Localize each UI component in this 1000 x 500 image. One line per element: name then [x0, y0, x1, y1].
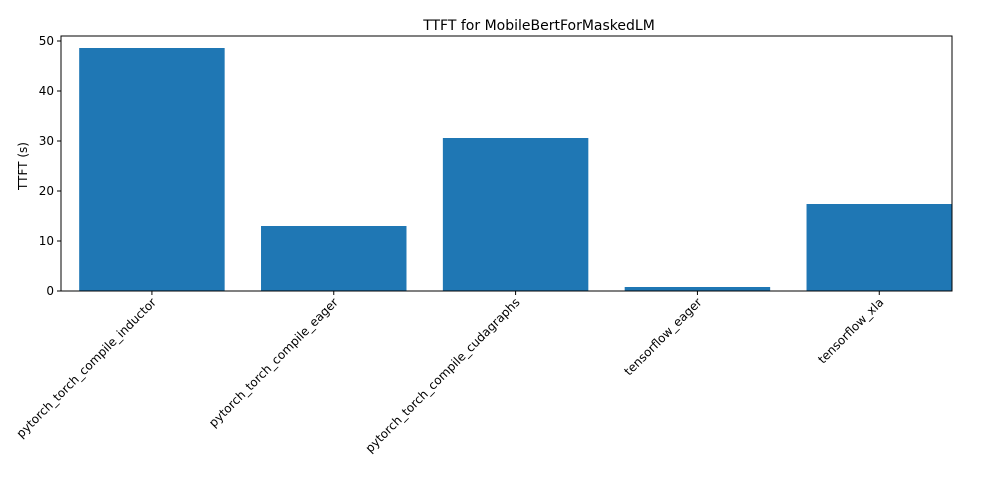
x-tick-label: pytorch_torch_compile_eager — [206, 295, 341, 430]
bar-pytorch-torch-compile-inductor — [79, 48, 225, 291]
y-axis-label: TTFT (s) — [16, 142, 30, 191]
plot-area: 0 10 20 30 40 50 pytorch_torch_compile_inducto… — [14, 34, 953, 455]
y-tick-label: 50 — [39, 34, 54, 48]
plot-frame — [60, 35, 953, 292]
x-tick-label: pytorch_torch_compile_cudagraphs — [363, 295, 523, 455]
y-tick-label: 30 — [39, 134, 54, 148]
bar-tensorflow-xla — [806, 204, 952, 291]
x-tick-label: tensorflow_eager — [621, 295, 704, 378]
bar-tensorflow-eager — [624, 287, 771, 291]
y-tick-label: 0 — [46, 284, 54, 298]
y-tick-label: 40 — [39, 84, 54, 98]
bar-pytorch-torch-compile-cudagraphs — [442, 138, 589, 291]
y-tick-label: 20 — [39, 184, 54, 198]
chart-title: TTFT for MobileBertForMaskedLM — [422, 18, 655, 34]
y-tick-label: 10 — [39, 234, 54, 248]
x-tick-label: pytorch_torch_compile_inductor — [14, 295, 159, 440]
x-tick-label: tensorflow_xla — [815, 295, 886, 366]
bar-pytorch-torch-compile-eager — [261, 226, 407, 291]
